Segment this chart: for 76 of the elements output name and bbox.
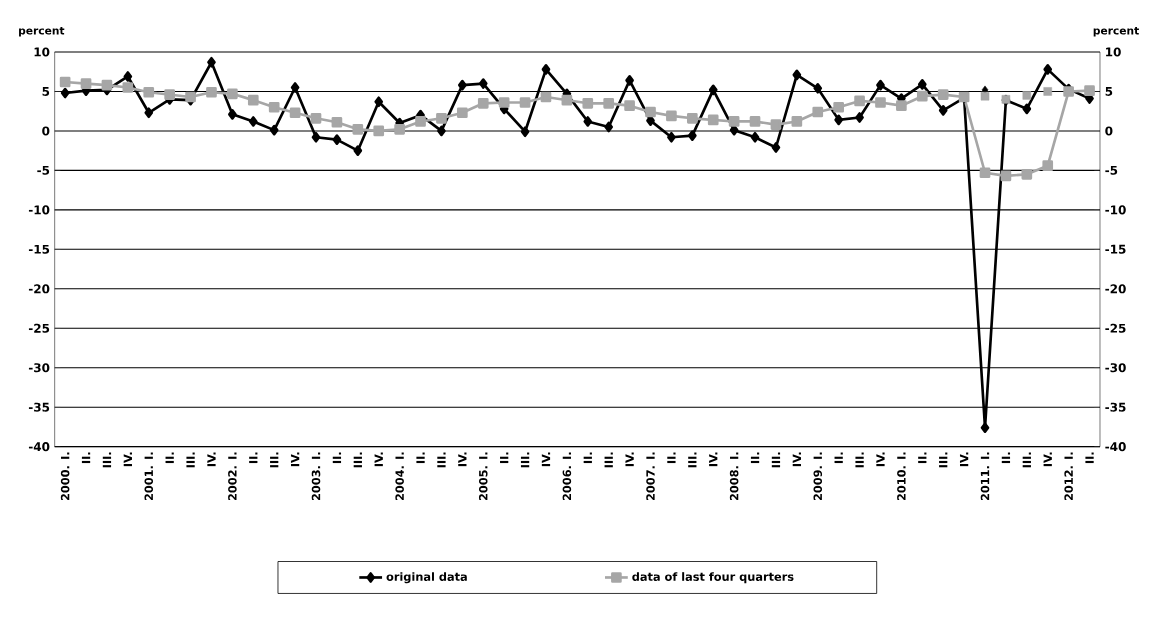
x-tick-label: 2000. I. [60, 452, 70, 501]
y2-tick-label: 10 [1106, 47, 1121, 57]
x-tick-label: 2012. I. [1064, 452, 1073, 501]
x-tick-label: II. [165, 452, 174, 464]
x-tick-label: 2011. I. [980, 452, 990, 501]
x-tick-label: IV. [541, 452, 551, 467]
x-tick-label: II. [332, 452, 342, 464]
x-tick-label: IV. [374, 452, 383, 467]
y-tick-label: 10 [34, 47, 50, 57]
y2-tick-label: -25 [1105, 323, 1126, 333]
legend-label: original data [386, 572, 467, 584]
x-tick-label: III. [186, 452, 195, 468]
x-tick-label: III. [688, 452, 697, 468]
x-tick-label: IV. [876, 452, 885, 467]
x-tick-label: 2002. I. [228, 452, 237, 501]
y2-tick-label: -5 [1105, 165, 1118, 175]
y2-tick-label: -20 [1105, 284, 1126, 294]
x-tick-label: IV. [123, 452, 132, 467]
y2-tick-label: 0 [1105, 126, 1113, 136]
x-tick-label: II. [918, 452, 927, 464]
y-tick-label: -15 [28, 244, 50, 254]
x-tick-label: IV. [625, 452, 634, 467]
x-tick-label: III. [270, 452, 279, 468]
x-tick-label: III. [771, 452, 781, 468]
x-tick-label: III. [855, 452, 864, 468]
y2-tick-label: -35 [1105, 402, 1126, 412]
x-tick-label: II. [81, 452, 91, 464]
x-tick-label: 2005. I. [478, 452, 488, 501]
y-tick-label: 5 [42, 87, 50, 96]
x-tick-label: 2003. I. [311, 452, 321, 501]
x-tick-label: II. [750, 452, 760, 464]
y-tick-label: 0 [42, 126, 50, 136]
x-tick-label: II. [583, 452, 592, 464]
x-tick-label: IV. [959, 452, 969, 467]
x-tick-label: III. [939, 452, 948, 468]
x-tick-label: IV. [709, 452, 718, 467]
y2-tick-label: -15 [1105, 244, 1126, 254]
x-tick-label: II. [1085, 452, 1094, 464]
x-tick-label: IV. [1043, 452, 1052, 467]
x-tick-label: 2001. I. [144, 452, 154, 501]
x-tick-label: II. [1001, 452, 1011, 464]
y2-axis-title: percent [1093, 26, 1139, 37]
x-tick-label: II. [500, 452, 509, 464]
y2-tick-label: -30 [1105, 363, 1126, 373]
x-tick-label: III. [1022, 452, 1031, 468]
x-tick-label: IV. [207, 452, 216, 467]
x-tick-label: 2006. I. [562, 452, 572, 501]
y-tick-label: -10 [28, 205, 50, 215]
x-tick-label: II. [834, 452, 843, 464]
x-tick-label: III. [353, 452, 362, 468]
x-tick-label: 2004. I. [395, 452, 404, 501]
x-tick-label: III. [437, 452, 446, 468]
y2-tick-label: -40 [1105, 442, 1126, 452]
y-tick-label: -35 [28, 402, 50, 412]
x-tick-label: III. [102, 452, 112, 468]
x-tick-label: 2007. I. [646, 452, 655, 501]
x-tick-label: II. [416, 452, 425, 464]
x-tick-label: III. [520, 452, 530, 468]
y-tick-label: -40 [28, 442, 50, 452]
y-tick-label: -5 [37, 165, 50, 175]
x-tick-label: 2010. I. [897, 452, 906, 501]
x-tick-label: III. [604, 452, 613, 468]
x-tick-label: IV. [792, 452, 801, 467]
x-tick-label: IV. [458, 452, 467, 467]
x-tick-label: 2008. I. [729, 452, 739, 501]
y-axis-title: percent [19, 26, 65, 37]
x-tick-label: II. [667, 452, 676, 464]
x-tick-label: II. [249, 452, 258, 464]
y-tick-label: -25 [28, 323, 50, 333]
x-tick-label: 2009. I. [813, 452, 823, 501]
y2-tick-label: -10 [1105, 205, 1126, 215]
y-tick-label: -20 [28, 284, 50, 294]
x-tick-label: IV. [290, 452, 300, 467]
legend-label: data of last four quarters [632, 572, 794, 584]
y2-tick-label: 5 [1105, 87, 1113, 96]
y-tick-label: -30 [28, 363, 50, 373]
